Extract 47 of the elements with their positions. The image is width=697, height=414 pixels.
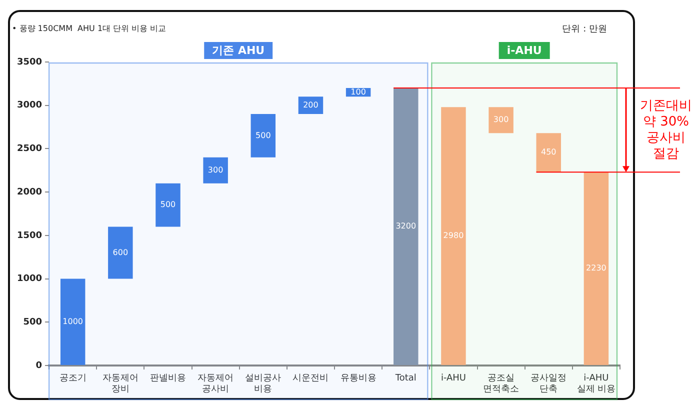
data-label: 3200: [396, 222, 416, 231]
band-label: 기존 AHU: [212, 44, 265, 57]
x-tick-label: 자동제어 공사비: [198, 373, 234, 395]
bar: [60, 278, 86, 365]
data-label: 100: [350, 87, 366, 96]
y-tick-label: 3500: [16, 57, 42, 68]
x-tick-label: 판넬비용: [150, 373, 186, 384]
data-label: 450: [540, 148, 556, 157]
x-tick-label: i-AHU 실제 비용: [576, 373, 616, 395]
data-label: 300: [208, 165, 224, 174]
y-tick-label: 3000: [16, 100, 42, 111]
text: 기존대비 약 30% 공사비 절감: [640, 98, 692, 162]
x-tick-label: 공조실 면적축소: [483, 373, 520, 395]
y-tick-label: 500: [23, 317, 42, 328]
data-label: 200: [303, 100, 318, 110]
x-tick-label: 공조기: [59, 373, 86, 384]
data-label: 2980: [443, 231, 464, 240]
band-label: i-AHU: [506, 44, 542, 57]
y-tick-label: 1000: [16, 274, 42, 284]
x-tick-label: Total: [394, 373, 416, 384]
bar: [250, 114, 276, 158]
y-tick-label: 2500: [16, 144, 42, 154]
y-tick-label: 1500: [16, 230, 42, 241]
chart-subtitle: 단위 : 만원: [562, 24, 607, 34]
bar: [394, 88, 418, 365]
x-tick-label: 시운전비: [292, 373, 329, 384]
x-tick-label: 자동제어 장비: [102, 373, 138, 395]
bar: [536, 133, 561, 172]
bar: [441, 107, 466, 365]
chart-title: • 풍량 150CMM AHU 1대 단위 비용 비교: [12, 24, 166, 34]
bar: [488, 107, 514, 134]
x-tick-label: 유통비용: [340, 373, 376, 384]
data-label: 300: [493, 115, 509, 124]
data-label: 600: [112, 248, 128, 257]
data-label: 2230: [586, 264, 606, 273]
bar: [203, 157, 228, 184]
data-label: 500: [160, 200, 176, 210]
y-tick-label: 0: [36, 360, 42, 371]
data-label: 1000: [62, 316, 84, 326]
x-tick-label: i-AHU: [440, 373, 466, 384]
bar: [108, 226, 133, 279]
bar: [584, 172, 609, 365]
y-tick-label: 2000: [16, 187, 42, 198]
bar: [156, 183, 180, 227]
data-label: 500: [256, 130, 271, 140]
x-tick-label: 설비공사 비용: [245, 373, 282, 395]
x-tick-label: 공사일정 단축: [530, 373, 567, 395]
